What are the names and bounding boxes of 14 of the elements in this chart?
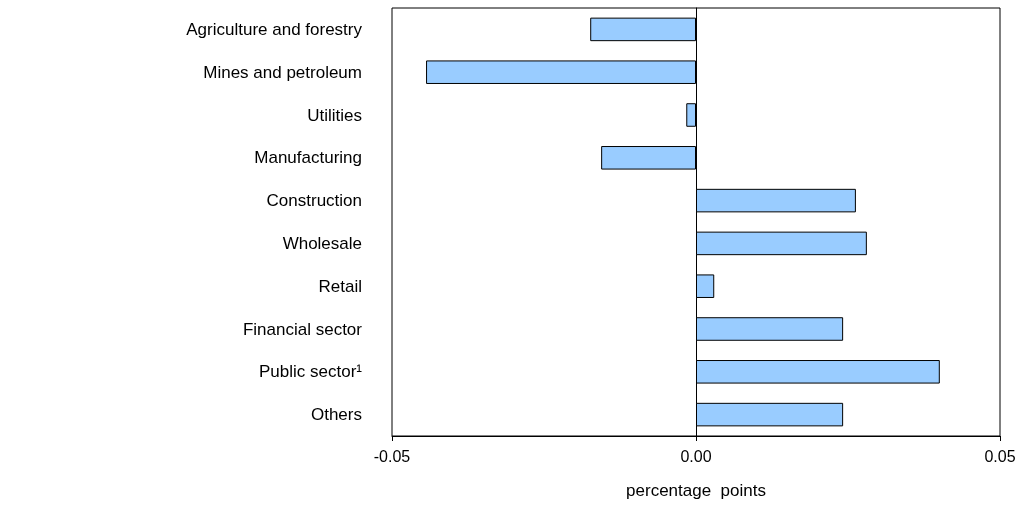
y-tick-label: Construction: [266, 191, 362, 211]
y-tick-label: Wholesale: [282, 233, 362, 253]
x-tick-label: -0.05: [373, 447, 411, 465]
x-tick-label: 0.05: [984, 447, 1016, 465]
y-tick-label: Others: [310, 405, 362, 425]
y-tick-label: Manufacturing: [254, 148, 362, 168]
x-axis-title: percentage points: [626, 481, 766, 500]
y-tick-label: Mines and petroleum: [203, 62, 362, 82]
y-tick-label: Retail: [318, 276, 362, 296]
y-tick-label: Public sector¹: [259, 362, 363, 382]
y-tick-label: Financial sector: [242, 319, 363, 339]
y-tick-label: Utilities: [307, 105, 362, 125]
x-tick-label: 0.00: [680, 447, 712, 465]
y-tick-label: Agriculture and forestry: [186, 19, 363, 39]
